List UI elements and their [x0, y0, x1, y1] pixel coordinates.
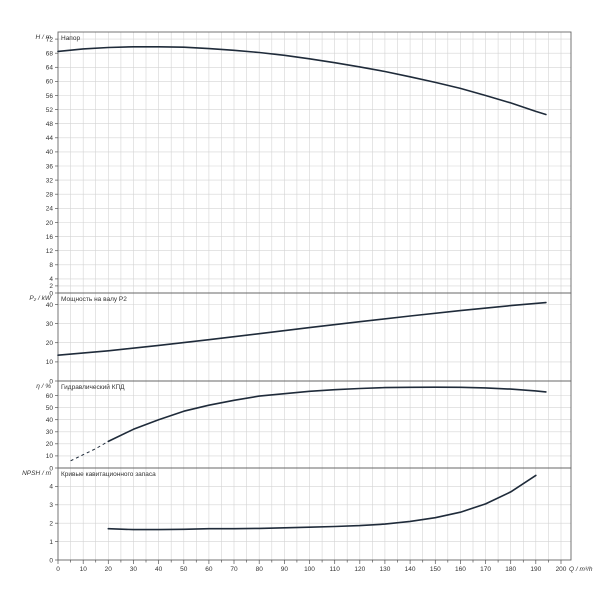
y-axis-label-power: P₂ / kW [29, 295, 51, 302]
panel-title-power: Мощность на валу P2 [61, 296, 127, 303]
y-tick-label: 52 [46, 107, 54, 114]
curve-power [57, 301, 547, 357]
curve-efficiency-extrapolated [70, 440, 109, 462]
x-axis-label: Q / m³/h [569, 566, 593, 573]
x-tick-label: 0 [56, 566, 60, 573]
y-tick-label: 1 [49, 539, 53, 546]
y-tick-label: 3 [49, 502, 53, 509]
panel-title-efficiency: Гидравлический КПД [61, 383, 125, 391]
panel-title-npsh: Кривые кавитационного запаса [61, 471, 156, 478]
y-tick-label: 0 [49, 378, 53, 385]
y-tick-label: 30 [46, 429, 54, 436]
y-tick-label: 50 [46, 405, 54, 412]
y-tick-label: 0 [49, 290, 53, 297]
panel-frames [57, 31, 572, 561]
y-tick-label: 64 [46, 65, 54, 72]
y-tick-label: 24 [46, 206, 54, 213]
x-tick-label: 130 [379, 566, 390, 573]
x-tick-label: 80 [256, 566, 264, 573]
y-tick-label: 2 [49, 283, 53, 290]
y-tick-label: 4 [49, 484, 53, 491]
x-tick-label: 90 [281, 566, 289, 573]
x-tick-label: 110 [330, 566, 341, 573]
x-tick-label: 200 [556, 566, 567, 573]
y-tick-label: 8 [49, 262, 53, 269]
x-tick-label: 100 [304, 566, 315, 573]
y-tick-label: 56 [46, 93, 54, 100]
curves-layer [57, 45, 547, 531]
x-tick-label: 120 [354, 566, 365, 573]
y-tick-label: 60 [46, 79, 54, 86]
y-tick-label: 4 [49, 276, 53, 283]
curve-efficiency [107, 386, 547, 443]
y-tick-label: 10 [46, 453, 54, 460]
x-tick-label: 190 [530, 566, 541, 573]
panel-frame-power [57, 292, 572, 382]
y-tick-label: 36 [46, 163, 54, 170]
tick-labels-layer: 0248121620242832364044485256606468720102… [46, 36, 567, 573]
titles-layer: Напор H / m Мощность на валу P2 P₂ / kW Гидр… [22, 34, 593, 573]
y-axis-label-npsh: NPSH / m [22, 470, 51, 477]
x-tick-label: 40 [155, 566, 163, 573]
y-tick-label: 10 [46, 359, 54, 366]
y-tick-label: 40 [46, 302, 54, 309]
y-tick-label: 0 [49, 557, 53, 564]
y-tick-label: 44 [46, 135, 54, 142]
y-tick-label: 40 [46, 417, 54, 424]
curve-npsh [107, 474, 537, 531]
panel-title-head: Напор [61, 35, 80, 42]
y-tick-label: 60 [46, 393, 54, 400]
x-tick-label: 70 [230, 566, 238, 573]
y-tick-label: 40 [46, 149, 54, 156]
y-tick-label: 20 [46, 441, 54, 448]
curve-head [57, 45, 547, 116]
y-tick-label: 68 [46, 51, 54, 58]
y-tick-label: 32 [46, 177, 54, 184]
y-tick-label: 20 [46, 340, 54, 347]
panel-frame-npsh [57, 467, 572, 561]
x-tick-label: 150 [430, 566, 441, 573]
x-tick-label: 20 [105, 566, 113, 573]
y-axis-label-efficiency: η / % [36, 383, 51, 390]
y-tick-label: 48 [46, 121, 54, 128]
y-tick-label: 72 [46, 36, 54, 43]
y-tick-label: 20 [46, 220, 54, 227]
y-tick-label: 28 [46, 192, 54, 199]
x-tick-label: 60 [205, 566, 213, 573]
y-tick-label: 0 [49, 465, 53, 472]
y-tick-label: 2 [49, 521, 53, 528]
y-tick-label: 12 [46, 248, 54, 255]
panel-frame-head [57, 31, 572, 294]
x-tick-label: 180 [505, 566, 516, 573]
grid-layer [58, 32, 571, 561]
x-tick-label: 50 [180, 566, 188, 573]
x-tick-label: 140 [405, 566, 416, 573]
panel-frame-efficiency [57, 380, 572, 469]
x-tick-label: 10 [80, 566, 88, 573]
y-tick-label: 16 [46, 234, 54, 241]
x-tick-label: 30 [130, 566, 138, 573]
y-tick-label: 30 [46, 321, 54, 328]
y-axis-label-head: H / m [35, 34, 51, 41]
x-tick-label: 170 [480, 566, 491, 573]
x-tick-label: 160 [455, 566, 466, 573]
